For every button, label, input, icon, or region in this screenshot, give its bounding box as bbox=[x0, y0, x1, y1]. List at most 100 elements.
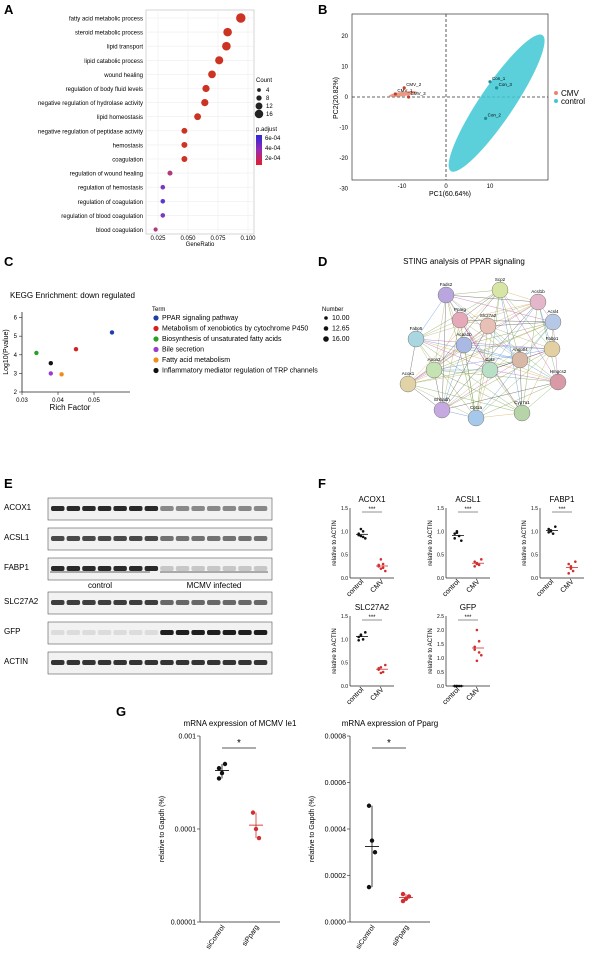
panel-b-cmv-point-label: CMV_3 bbox=[411, 91, 427, 96]
panel-d-edge bbox=[519, 359, 523, 414]
panel-c-xtick-label: 0.05 bbox=[88, 398, 100, 404]
panel-b-ylabel: PC2(20.82%) bbox=[333, 77, 340, 119]
panel-e-band bbox=[144, 506, 159, 511]
panel-e-band bbox=[97, 660, 112, 665]
panel-e-band bbox=[160, 630, 174, 635]
panel-f-control-point bbox=[359, 527, 363, 531]
panel-e-band bbox=[238, 566, 252, 571]
panel-f-sig-label: *** bbox=[558, 507, 566, 513]
panel-g-plot-title: mRNA expression of Pparg bbox=[342, 719, 439, 728]
panel-e-band bbox=[113, 600, 127, 605]
panel-d-edge bbox=[441, 344, 465, 411]
panel-e-band bbox=[238, 630, 252, 635]
panel-f-ytick-label: 1.5 bbox=[341, 506, 348, 512]
panel-a-xlabel: GeneRatio bbox=[186, 242, 215, 248]
panel-d-node-label: Fabp1 bbox=[546, 336, 559, 341]
panel-c-legend-swatch bbox=[153, 346, 159, 353]
panel-a-term-label: lipid catabolic process bbox=[84, 59, 143, 65]
panel-d-node-label: Apoa2 bbox=[427, 357, 441, 362]
panel-a-dot bbox=[160, 213, 166, 218]
panel-e-band bbox=[113, 630, 127, 635]
panel-g-ytick-label: 0.001 bbox=[178, 734, 196, 741]
panel-f-sig-label: *** bbox=[464, 615, 472, 621]
panel-c-legend-label: Fatty acid metabolism bbox=[162, 357, 230, 364]
panel-d-edge bbox=[433, 294, 447, 371]
panel-d-node bbox=[455, 336, 473, 354]
panel-d-edge bbox=[445, 294, 554, 323]
panel-e-band bbox=[222, 630, 237, 635]
panel-f-cmv-point bbox=[381, 670, 385, 674]
panel-d-edge bbox=[441, 359, 521, 411]
panel-d-node bbox=[437, 286, 455, 304]
panel-b-cmv-point-label: CMV_2 bbox=[406, 82, 422, 87]
panel-d-node-label: Fads2 bbox=[440, 282, 453, 287]
panel-e-band bbox=[191, 660, 205, 665]
panel-d-node-label: Pparg bbox=[454, 307, 467, 312]
panel-d-edge bbox=[445, 294, 489, 327]
panel-a-term-label: hemostasis bbox=[113, 143, 143, 149]
panel-e-band bbox=[191, 506, 205, 511]
panel-e-blot-frame bbox=[47, 651, 273, 675]
panel-b-control-point bbox=[495, 86, 499, 90]
panel-f-ytick-label: 1.5 bbox=[341, 614, 348, 620]
panel-e-band bbox=[82, 506, 96, 511]
panel-b-cmv-point bbox=[407, 95, 411, 99]
panel-f-xtick-label: CMV bbox=[369, 686, 385, 702]
panel-d-edge bbox=[521, 301, 539, 414]
panel-e-band bbox=[113, 536, 127, 541]
panel-b-control-point-label: Con_1 bbox=[492, 76, 506, 81]
panel-a-dot bbox=[181, 127, 188, 134]
panel-letter-c: C bbox=[4, 254, 14, 269]
panel-f-plot-title: SLC27A2 bbox=[355, 603, 390, 612]
panel-e-band bbox=[144, 630, 159, 635]
panel-b-ytick-label: -20 bbox=[339, 156, 348, 162]
panel-g-xtick-label: siControl bbox=[205, 924, 227, 951]
panel-e-band bbox=[222, 506, 237, 511]
panel-b-legend-swatch bbox=[554, 91, 558, 95]
panel-c-point bbox=[73, 347, 79, 352]
panel-d-node-label: Ehhadh bbox=[434, 397, 450, 402]
panel-d-edge bbox=[521, 348, 553, 414]
panel-f-control-point bbox=[364, 537, 367, 540]
panel-d-node bbox=[529, 293, 547, 311]
panel-f-cmv-point bbox=[480, 558, 483, 561]
panel-a-dot bbox=[181, 141, 188, 148]
panel-d-node bbox=[491, 281, 509, 299]
panel-c-legend-swatch bbox=[153, 367, 159, 374]
panel-c-number-swatch bbox=[323, 336, 329, 342]
panel-d-edge bbox=[489, 369, 523, 414]
panel-a-term-label: lipid transport bbox=[107, 45, 143, 51]
panel-g-control-point bbox=[216, 766, 222, 771]
panel-f-ytick-label: 0.5 bbox=[531, 553, 538, 559]
panel-f-control-point bbox=[554, 525, 557, 528]
panel-f-ytick-label: 1.5 bbox=[437, 642, 444, 648]
panel-f-ytick-label: 1.5 bbox=[437, 506, 444, 512]
panel-e-band bbox=[51, 660, 65, 665]
panel-e-band bbox=[51, 600, 65, 605]
panel-b-legend-label: control bbox=[561, 97, 585, 106]
panel-a-dot bbox=[194, 113, 202, 121]
panel-d-node-label: Acsl1b bbox=[531, 289, 545, 294]
panel-e-band bbox=[144, 566, 159, 571]
panel-c-legend-label: PPAR signaling pathway bbox=[162, 315, 239, 322]
panel-b-control-ellipse bbox=[448, 34, 545, 172]
panel-a-padj-colorbar bbox=[256, 135, 262, 165]
panel-c-ylabel: Log10(Pvalue) bbox=[3, 329, 10, 375]
panel-e-band bbox=[175, 506, 190, 511]
panel-a-dot bbox=[167, 170, 173, 176]
panel-f-control-point bbox=[361, 530, 365, 533]
panel-e-band-label: ACSL1 bbox=[4, 533, 30, 542]
panel-letter-e: E bbox=[4, 476, 13, 491]
panel-d-edge bbox=[433, 319, 461, 371]
panel-d-node-label: Slc27a2 bbox=[480, 313, 497, 318]
panel-a-count-legend-dot bbox=[255, 102, 263, 110]
panel-g-treat-point bbox=[256, 835, 262, 841]
panel-c-point bbox=[48, 360, 53, 366]
panel-f-cmv-point bbox=[569, 565, 573, 568]
panel-c-title: KEGG Enrichment: down regulated bbox=[10, 291, 135, 300]
panel-e-band bbox=[253, 630, 268, 635]
panel-b-control-point bbox=[488, 80, 492, 84]
panel-e-band bbox=[51, 506, 65, 511]
panel-f-xtick-label: control bbox=[442, 686, 462, 706]
